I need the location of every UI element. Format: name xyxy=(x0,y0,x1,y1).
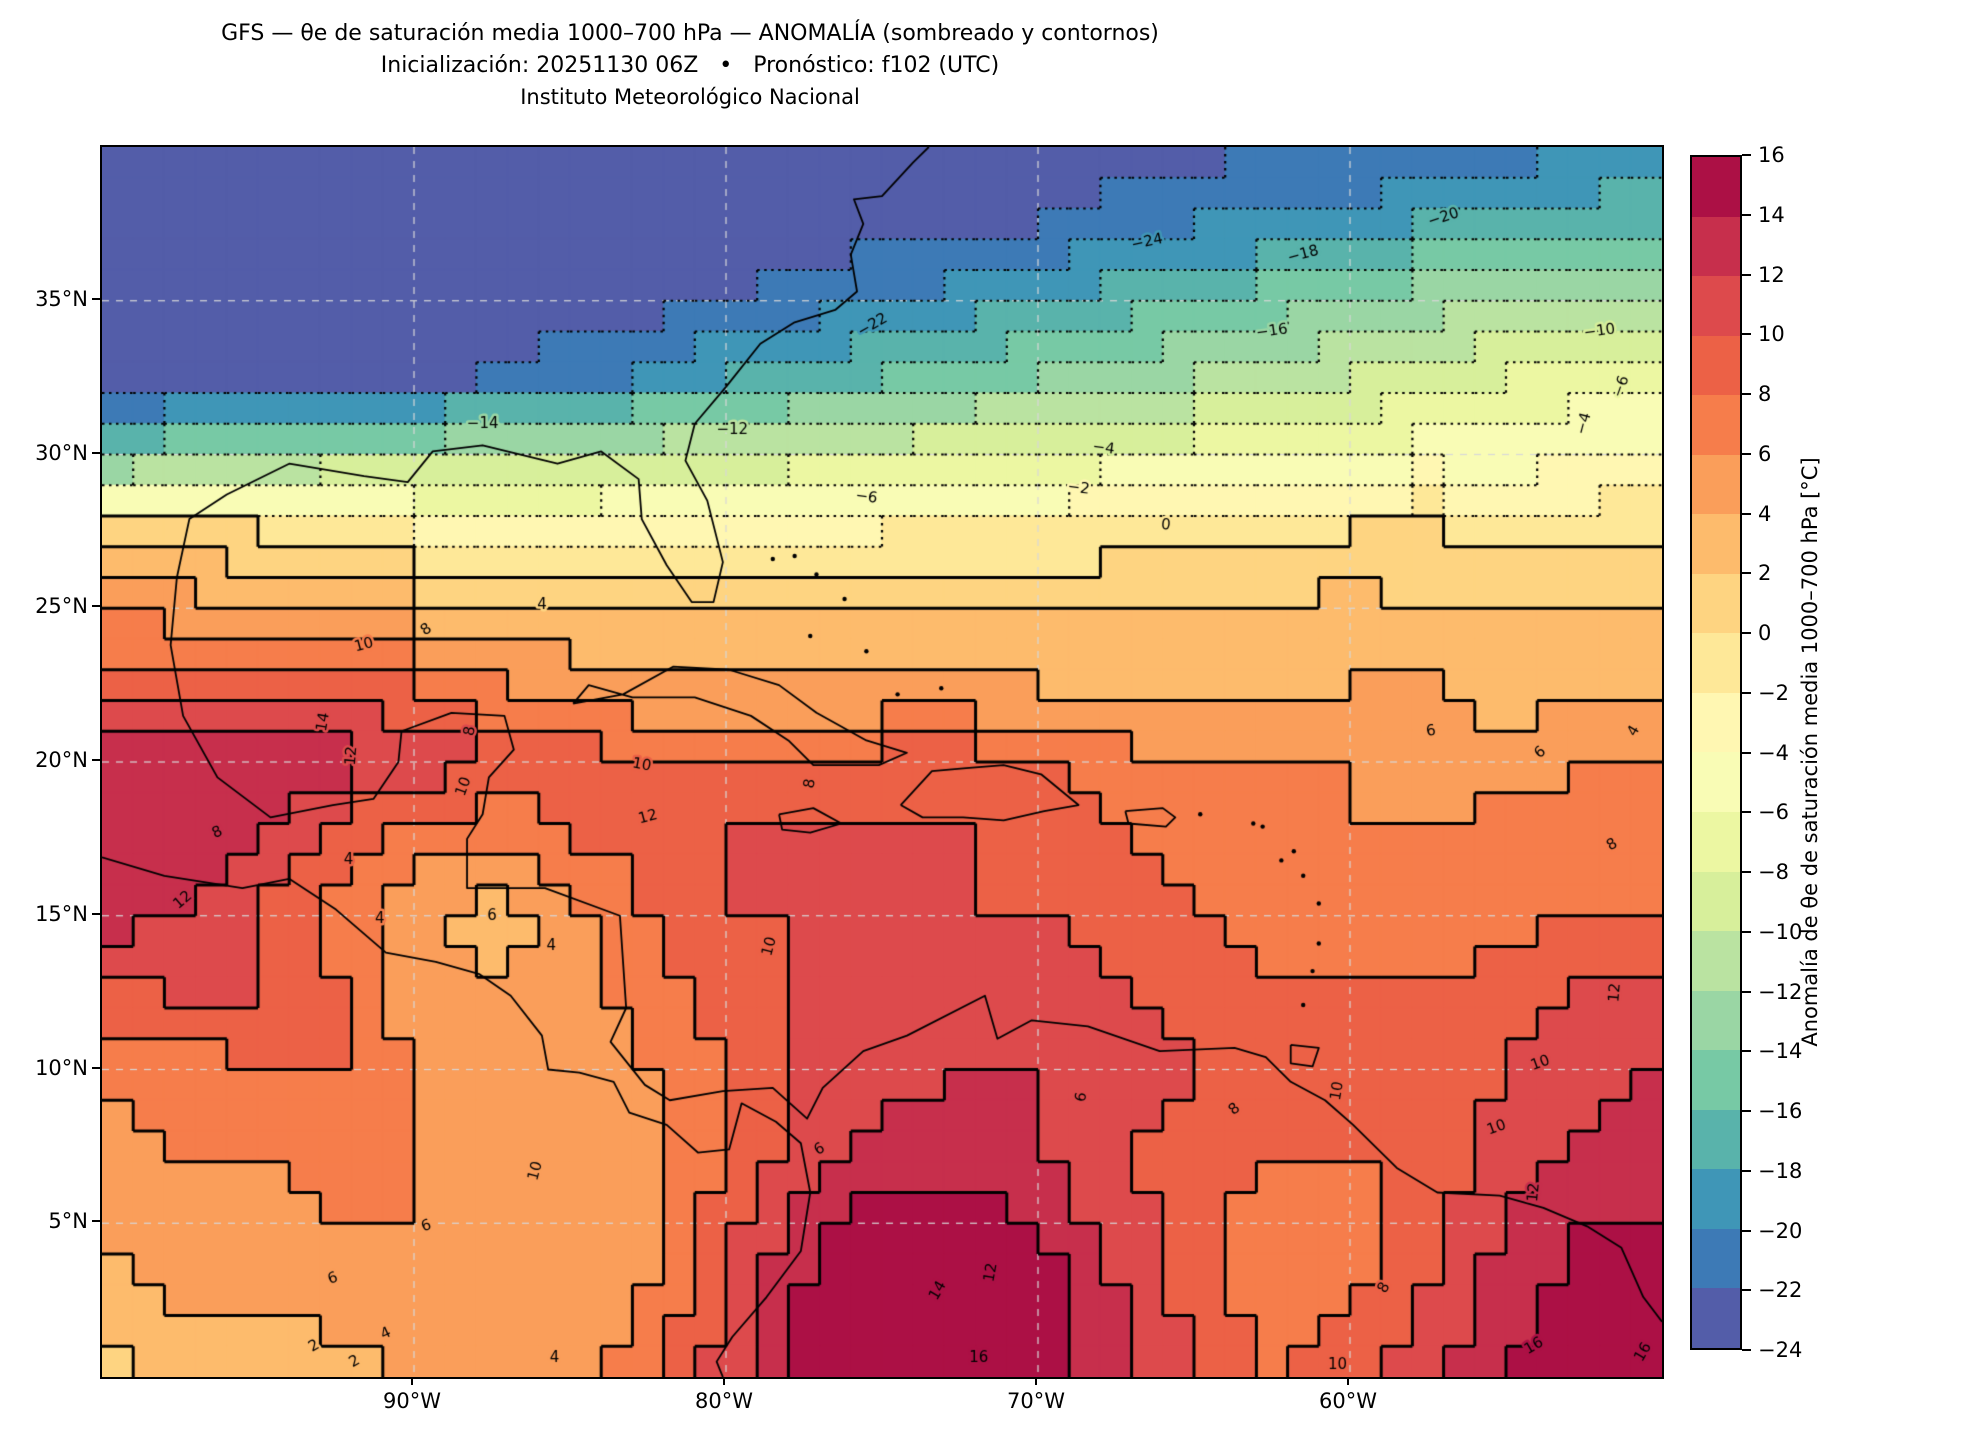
colorbar-tick-mark xyxy=(1742,512,1751,515)
lat-tick-mark xyxy=(92,605,100,608)
colorbar-tick-mark xyxy=(1742,1110,1751,1112)
lat-tick-label: 15°N xyxy=(35,901,88,926)
anomaly-map-canvas xyxy=(100,145,1664,1379)
colorbar-tick-label: −10 xyxy=(1758,919,1803,944)
colorbar-tick-label: −16 xyxy=(1758,1099,1803,1123)
colorbar-band xyxy=(1692,692,1740,753)
colorbar-tick-mark xyxy=(1742,691,1751,694)
colorbar-tick-label: −14 xyxy=(1758,1039,1803,1064)
lon-tick-mark xyxy=(723,1377,725,1385)
colorbar-tick-label: −8 xyxy=(1758,860,1789,884)
colorbar-tick-label: 16 xyxy=(1758,143,1785,167)
lon-tick-mark xyxy=(1347,1377,1349,1385)
colorbar-tick-mark xyxy=(1742,333,1751,336)
colorbar-tick-mark xyxy=(1742,572,1751,575)
lat-tick-mark xyxy=(92,1220,100,1223)
lat-tick-label: 25°N xyxy=(35,594,88,619)
colorbar-tick-label: −12 xyxy=(1758,979,1803,1004)
chart-subtitle-init-forecast: Inicialización: 20251130 06Z • Pronóstic… xyxy=(380,53,1000,78)
colorbar-tick-label: 10 xyxy=(1758,322,1785,347)
colorbar-tick-mark xyxy=(1742,990,1751,993)
colorbar-tick-mark xyxy=(1742,393,1751,395)
colorbar-tick-mark xyxy=(1742,1050,1751,1053)
colorbar xyxy=(1690,155,1742,1350)
colorbar-band xyxy=(1692,395,1740,455)
colorbar-tick-mark xyxy=(1742,751,1751,754)
colorbar-tick-mark xyxy=(1742,273,1751,276)
colorbar-tick-mark xyxy=(1742,213,1751,216)
colorbar-band xyxy=(1692,633,1740,693)
colorbar-tick-label: −24 xyxy=(1758,1338,1803,1362)
colorbar-band xyxy=(1692,335,1740,396)
lat-tick-label: 10°N xyxy=(35,1055,88,1080)
colorbar-band xyxy=(1692,216,1740,277)
lon-tick-mark xyxy=(1035,1377,1037,1385)
colorbar-tick-label: 14 xyxy=(1758,202,1785,227)
lon-tick-label: 60°W xyxy=(1319,1389,1377,1413)
colorbar-band xyxy=(1692,990,1740,1051)
colorbar-tick-label: 12 xyxy=(1758,262,1785,287)
chart-title: GFS — θe de saturación media 1000–700 hP… xyxy=(221,21,1159,46)
colorbar-tick-mark xyxy=(1742,1229,1751,1232)
colorbar-tick-label: −2 xyxy=(1758,680,1789,705)
colorbar-band xyxy=(1692,752,1740,813)
colorbar-tick-label: −20 xyxy=(1758,1218,1803,1243)
colorbar-tick-mark xyxy=(1742,1289,1751,1292)
lat-tick-mark xyxy=(92,1066,100,1069)
colorbar-tick-mark xyxy=(1742,154,1751,156)
lat-tick-mark xyxy=(92,759,100,761)
colorbar-tick-label: 6 xyxy=(1758,441,1772,466)
colorbar-tick-label: −22 xyxy=(1758,1278,1803,1303)
colorbar-tick-label: 4 xyxy=(1758,501,1772,526)
colorbar-tick-label: −18 xyxy=(1758,1158,1803,1183)
colorbar-band xyxy=(1692,931,1740,991)
lon-tick-label: 70°W xyxy=(1007,1389,1065,1413)
colorbar-tick-label: −4 xyxy=(1758,740,1789,765)
colorbar-tick-label: 0 xyxy=(1758,621,1772,645)
colorbar-label: Anomalía de θe de saturación media 1000–… xyxy=(1798,457,1822,1047)
lat-tick-mark xyxy=(92,912,100,915)
title-block: GFS — θe de saturación media 1000–700 hP… xyxy=(0,18,1380,112)
colorbar-band xyxy=(1692,454,1740,515)
colorbar-band xyxy=(1692,1109,1740,1170)
lon-tick-label: 90°W xyxy=(383,1389,441,1413)
colorbar-tick-mark xyxy=(1742,871,1751,873)
chart-subtitle-institution: Instituto Meteorológico Nacional xyxy=(520,85,860,109)
colorbar-band xyxy=(1692,514,1740,574)
lat-tick-mark xyxy=(92,451,100,454)
lat-tick-mark xyxy=(92,297,100,300)
colorbar-tick-mark xyxy=(1742,632,1751,634)
lat-tick-label: 5°N xyxy=(48,1209,88,1234)
colorbar-tick-label: 2 xyxy=(1758,561,1772,586)
colorbar-tick-mark xyxy=(1742,1349,1751,1351)
lon-tick-mark xyxy=(411,1377,413,1385)
colorbar-band xyxy=(1692,1228,1740,1289)
colorbar-tick-label: 8 xyxy=(1758,382,1772,406)
colorbar-tick-mark xyxy=(1742,452,1751,455)
colorbar-tick-mark xyxy=(1742,930,1751,933)
colorbar-band xyxy=(1692,276,1740,336)
colorbar-band xyxy=(1692,157,1740,217)
colorbar-band xyxy=(1692,812,1740,872)
colorbar-band xyxy=(1692,1169,1740,1229)
lat-tick-label: 30°N xyxy=(35,440,88,465)
lon-tick-label: 80°W xyxy=(695,1389,753,1413)
colorbar-band xyxy=(1692,871,1740,932)
colorbar-tick-label: −6 xyxy=(1758,800,1789,825)
colorbar-tick-mark xyxy=(1742,811,1751,814)
lat-tick-label: 35°N xyxy=(35,286,88,311)
colorbar-tick-mark xyxy=(1742,1169,1751,1172)
colorbar-band xyxy=(1692,573,1740,634)
colorbar-band xyxy=(1692,1288,1740,1348)
lat-tick-label: 20°N xyxy=(35,748,88,772)
colorbar-band xyxy=(1692,1050,1740,1110)
